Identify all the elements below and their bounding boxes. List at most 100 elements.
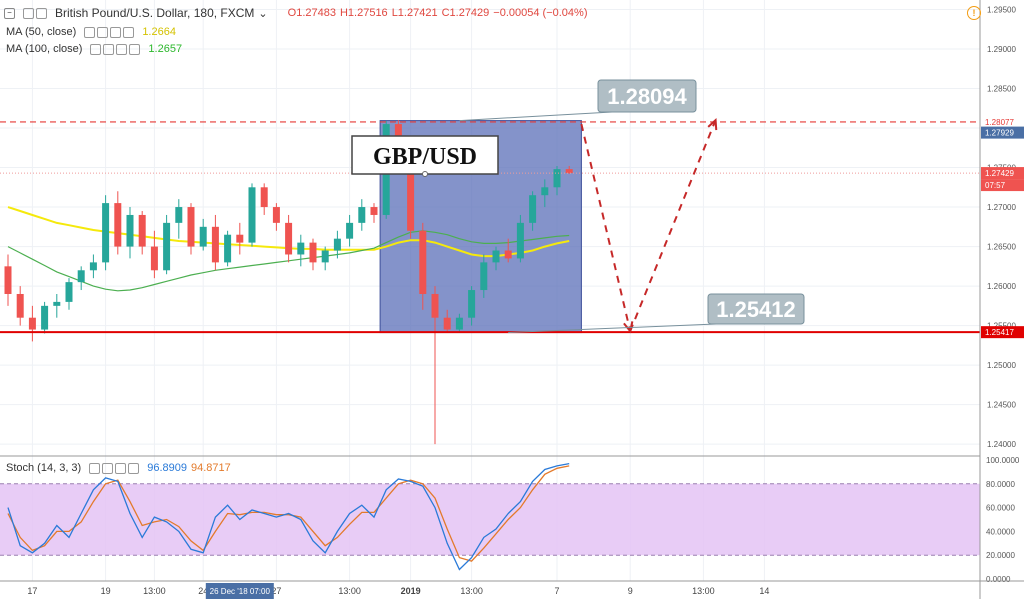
candle-body xyxy=(297,242,305,255)
candle-body xyxy=(333,238,341,251)
time-tick-label: 13:00 xyxy=(143,586,166,596)
candle-body xyxy=(346,222,354,239)
low-value: L1.27421 xyxy=(391,7,438,19)
last-price-tag: 1.27429 xyxy=(985,169,1014,178)
stoch-band-fill xyxy=(0,483,980,556)
symbol-title[interactable]: British Pound/U.S. Dollar, 180, FXCM xyxy=(55,6,255,20)
countdown-tag-bg xyxy=(981,179,1024,192)
resistance-tag: 1.28077 xyxy=(985,118,1014,127)
box-top-tag: 1.27929 xyxy=(985,129,1014,138)
high-value: H1.27516 xyxy=(339,7,388,19)
stoch-controls[interactable] xyxy=(89,462,140,474)
ma100-label[interactable]: MA (100, close) xyxy=(6,43,83,55)
time-tick-label: 24 xyxy=(198,586,208,596)
projection-line xyxy=(580,123,632,332)
candle-body xyxy=(516,222,524,259)
candle-body xyxy=(114,203,122,247)
projection-line xyxy=(629,119,717,332)
ma50-value: 1.2664 xyxy=(142,26,176,38)
candle-body xyxy=(272,207,280,223)
stochastic-lines xyxy=(7,462,570,571)
close-icon[interactable] xyxy=(128,462,140,474)
candle-body xyxy=(248,187,256,243)
stoch-legend: Stoch (14, 3, 3) 96.8909 94.8717 xyxy=(6,462,231,474)
candle-body xyxy=(468,290,476,318)
candle-body xyxy=(492,250,500,263)
warning-icon[interactable]: ! xyxy=(967,6,981,20)
gear-icon[interactable] xyxy=(103,43,115,55)
close-icon[interactable] xyxy=(129,43,141,55)
candle-body xyxy=(455,317,463,330)
ma50-controls[interactable] xyxy=(84,26,135,38)
high-callout-box xyxy=(597,79,697,113)
eye-icon[interactable] xyxy=(84,26,96,38)
candle-body xyxy=(407,159,415,231)
price-levels xyxy=(0,117,980,334)
close-icon[interactable] xyxy=(123,26,135,38)
stoch-d-value: 94.8717 xyxy=(190,462,231,474)
chevron-down-icon[interactable]: ⌄ xyxy=(258,7,268,20)
candle-body xyxy=(4,266,12,294)
candle-body xyxy=(504,250,512,259)
candle-body xyxy=(16,293,24,318)
candle-body xyxy=(53,301,61,306)
candle-body xyxy=(370,207,378,215)
ma50-legend: MA (50, close) 1.2664 xyxy=(6,26,176,38)
ma50-label[interactable]: MA (50, close) xyxy=(6,26,77,38)
symbol-header: − British Pound/U.S. Dollar, 180, FXCM ⌄… xyxy=(4,6,587,20)
time-tick-label: 17 xyxy=(27,586,37,596)
candle-body xyxy=(285,222,293,255)
countdown-tag: 07:57 xyxy=(985,181,1006,190)
gear-icon[interactable] xyxy=(97,26,109,38)
candle-body xyxy=(224,234,232,263)
time-tick-label: 2019 xyxy=(401,586,421,596)
support-tag: 1.25417 xyxy=(985,328,1014,337)
symbol-controls[interactable] xyxy=(23,7,47,19)
stoch-k-value: 96.8909 xyxy=(147,462,187,474)
candle-body xyxy=(126,214,134,247)
time-tick-label: 7 xyxy=(554,586,559,596)
move-icon[interactable] xyxy=(36,7,47,19)
eye-icon[interactable] xyxy=(89,462,101,474)
gear-icon[interactable] xyxy=(102,462,114,474)
crosshair-time-bg xyxy=(205,583,274,599)
candle-body xyxy=(480,262,488,291)
price-tick-label: 1.25500 xyxy=(987,322,1016,331)
ma100-legend: MA (100, close) 1.2657 xyxy=(6,43,182,55)
annotations[interactable]: GBP/USD 1.28094 1.25412 xyxy=(351,79,805,334)
price-tick-label: 1.29000 xyxy=(987,45,1016,54)
price-tick-label: 1.25000 xyxy=(987,361,1016,370)
candle-body xyxy=(150,246,158,271)
eye-icon[interactable] xyxy=(90,43,102,55)
low-callout-box xyxy=(707,293,805,325)
candle-body xyxy=(65,282,73,302)
support-tag-bg xyxy=(981,326,1024,339)
add-icon[interactable] xyxy=(116,43,128,55)
candle-body xyxy=(138,214,146,247)
add-icon[interactable] xyxy=(115,462,127,474)
candle-body xyxy=(431,293,439,318)
add-icon[interactable] xyxy=(110,26,122,38)
candle-body xyxy=(89,262,97,271)
candle-body xyxy=(236,234,244,243)
price-tick-label: 1.29500 xyxy=(987,5,1016,14)
pair-label: GBP/USD xyxy=(373,144,477,170)
candle-body xyxy=(419,230,427,294)
price-tick-label: 1.28500 xyxy=(987,85,1016,94)
time-tick-label: 27 xyxy=(271,586,281,596)
candle-body xyxy=(41,305,49,330)
candle-body xyxy=(102,203,110,263)
stoch-label[interactable]: Stoch (14, 3, 3) xyxy=(6,462,82,474)
change-value: −0.00054 (−0.04%) xyxy=(493,7,588,19)
eye-icon[interactable] xyxy=(23,7,34,19)
low-callout-label: 1.25412 xyxy=(716,297,796,322)
open-value: O1.27483 xyxy=(287,7,336,19)
ma100-controls[interactable] xyxy=(90,43,141,55)
pair-label-anchor xyxy=(422,171,428,177)
stoch-tick-label: 20.0000 xyxy=(986,551,1015,560)
time-tick-label: 14 xyxy=(759,586,769,596)
candle-body xyxy=(553,169,561,188)
collapse-icon[interactable]: − xyxy=(4,7,15,19)
candle-body xyxy=(211,226,219,263)
